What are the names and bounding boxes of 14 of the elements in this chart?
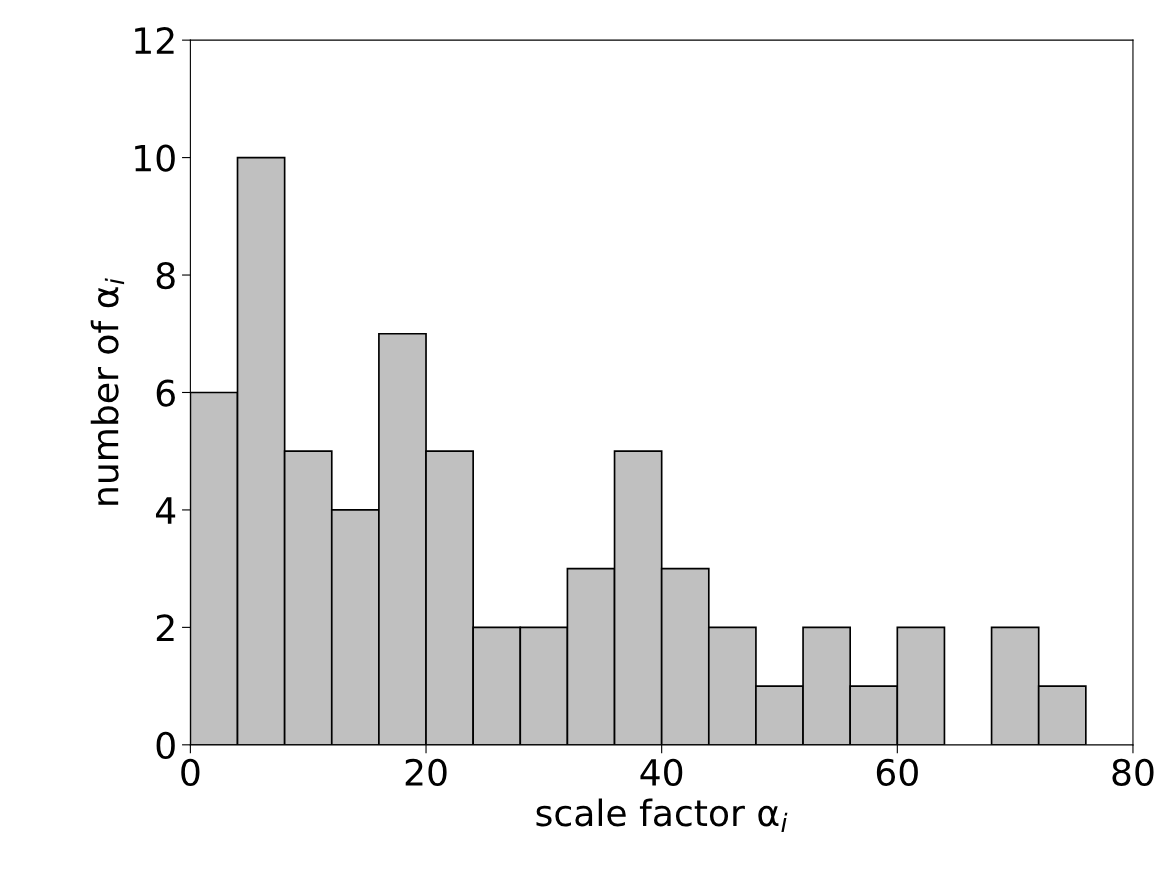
y-tick-label: 12 [135,27,174,54]
y-tick-label: 2 [156,614,174,642]
y-tick-label: 10 [135,144,175,172]
x-axis-title: scale factor α$_{i}$ [536,798,788,832]
x-tick-label: 60 [876,758,918,786]
x-tick-label: 0 [181,758,200,786]
y-tick-label: 4 [155,497,176,524]
y-axis-title: number of α$_{i}$ [90,278,125,505]
x-tick-label: 40 [640,758,683,786]
y-tick-label: 6 [156,379,175,407]
x-tick-label: 20 [405,758,447,786]
y-tick-label: 8 [156,261,175,290]
y-tick-label: 0 [156,731,175,760]
x-tick-label: 80 [1112,758,1154,786]
